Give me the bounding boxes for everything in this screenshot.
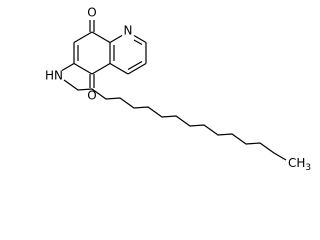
double-bond-inner (127, 60, 143, 71)
bonds (61, 20, 287, 161)
bond (73, 31, 93, 44)
bond (91, 62, 111, 75)
bond (91, 31, 111, 44)
atom-label: CH3 (288, 156, 311, 173)
bond (133, 34, 147, 44)
bond (109, 34, 123, 44)
atom-label-subscript: 3 (305, 163, 311, 173)
atom-label: O (87, 89, 96, 103)
atom-label: HN (45, 69, 63, 83)
atom-label-main: CH (288, 156, 305, 170)
atom-label: N (124, 24, 133, 38)
atom-label: O (87, 6, 96, 20)
bond (127, 62, 147, 75)
bond (61, 62, 75, 72)
bond (109, 62, 129, 75)
bond (73, 62, 93, 75)
double-bond-inner (133, 39, 143, 46)
alkyl-chain (63, 79, 287, 161)
molecule-diagram: O N HN O CH3 (45, 6, 311, 173)
